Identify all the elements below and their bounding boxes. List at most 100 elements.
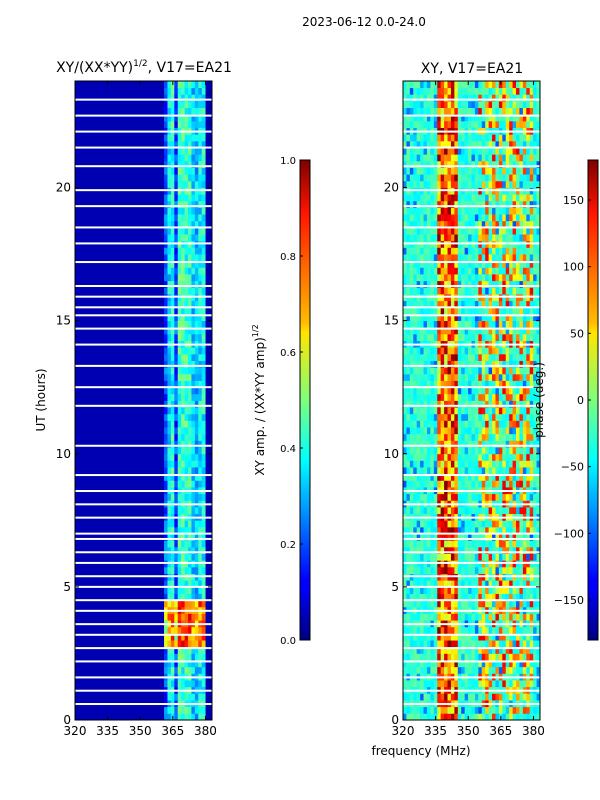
right-heatmap-cell (450, 646, 455, 654)
right-heatmap-cell (492, 633, 496, 641)
right-heatmap-cell (447, 320, 452, 328)
right-heatmap-cell (440, 107, 445, 115)
right-heatmap-cell (488, 546, 493, 554)
right-heatmap-cell (512, 160, 517, 168)
right-heatmap-cell (406, 600, 411, 608)
left-heatmap-cell (201, 646, 206, 654)
right-heatmap-cell (406, 593, 411, 601)
right-heatmap-cell (444, 227, 448, 235)
right-heatmap-cell (516, 207, 520, 215)
right-heatmap-cell (437, 373, 442, 381)
right-heatmap-cell (509, 360, 513, 368)
right-heatmap-cell (516, 274, 520, 282)
right-heatmap-cell (426, 640, 431, 648)
right-heatmap-cell (502, 347, 507, 355)
right-heatmap-cell (488, 467, 493, 475)
right-heatmap-cell (495, 666, 500, 674)
right-heatmap-cell (505, 147, 510, 155)
right-heatmap-cell (444, 540, 448, 548)
right-heatmap-cell (471, 107, 476, 115)
right-heatmap-cell (471, 367, 476, 375)
right-heatmap-cell (533, 600, 537, 608)
right-heatmap-cell (529, 507, 534, 515)
right-heatmap-cell (450, 453, 455, 461)
left-heatmap-cell (194, 453, 199, 461)
left-heatmap-cell (164, 274, 168, 282)
right-heatmap-cell (416, 380, 421, 388)
right-heatmap-cell (464, 114, 469, 122)
left-heatmap-cell (194, 373, 199, 381)
right-heatmap-cell (519, 473, 524, 481)
right-heatmap-cell (488, 447, 493, 455)
left-heatmap-cell (174, 200, 179, 208)
right-heatmap-cell (498, 254, 503, 262)
right-heatmap-cell (409, 267, 414, 275)
left-heatmap-cell (201, 407, 206, 415)
right-heatmap-cell (403, 713, 407, 721)
right-heatmap-cell (423, 167, 428, 175)
right-heatmap-cell (478, 600, 483, 608)
right-heatmap-cell (468, 693, 472, 701)
right-heatmap-cell (416, 180, 421, 188)
left-heatmap-cell (201, 353, 206, 361)
right-heatmap-cell (495, 427, 500, 435)
right-heatmap-cell (502, 154, 507, 162)
right-heatmap-cell (522, 433, 527, 441)
left-heatmap-cell (177, 200, 182, 208)
right-heatmap-cell (420, 473, 424, 481)
left-heatmap-cell (188, 586, 192, 594)
left-flagged-row (75, 609, 212, 612)
right-heatmap-cell (481, 120, 486, 128)
right-heatmap-cell (498, 94, 503, 102)
right-heatmap-cell (519, 360, 524, 368)
right-heatmap-cell (430, 274, 435, 282)
right-heatmap-cell (420, 140, 424, 148)
left-heatmap-cell (167, 413, 172, 421)
right-heatmap-cell (512, 274, 517, 282)
right-heatmap-cell (478, 407, 483, 415)
right-heatmap-cell (406, 680, 411, 688)
right-heatmap-cell (485, 194, 490, 202)
right-heatmap-cell (502, 520, 507, 528)
right-heatmap-cell (522, 333, 527, 341)
right-heatmap-cell (533, 666, 537, 674)
left-heatmap-cell (191, 300, 196, 308)
right-heatmap-cell (420, 400, 424, 408)
left-heatmap-cell (167, 174, 172, 182)
right-heatmap-cell (433, 633, 438, 641)
left-flagged-row (75, 575, 212, 578)
right-heatmap-cell (533, 353, 537, 361)
right-heatmap-cell (403, 493, 407, 501)
right-heatmap-cell (481, 433, 486, 441)
right-heatmap-cell (481, 626, 486, 634)
left-heatmap-cell (181, 347, 185, 355)
right-heatmap-cell (454, 613, 459, 621)
right-heatmap-cell (485, 134, 490, 142)
right-heatmap-cell (533, 540, 537, 548)
right-heatmap-cell (488, 633, 493, 641)
amp-colorbar: 0.00.20.40.60.81.0 XY amp. / (XX*YY amp)… (251, 156, 311, 647)
right-heatmap-cell (406, 207, 411, 215)
left-heatmap-cell (170, 507, 175, 515)
right-heatmap-cell (478, 540, 483, 548)
right-heatmap-cell (522, 327, 527, 335)
right-heatmap-cell (437, 87, 442, 95)
left-heatmap-cell (177, 526, 182, 535)
right-heatmap-cell (433, 120, 438, 128)
right-heatmap-cell (488, 214, 493, 222)
right-heatmap-cell (433, 114, 438, 122)
right-heatmap-cell (505, 274, 510, 282)
left-heatmap-cell (194, 653, 199, 661)
left-heatmap-cell (174, 94, 179, 102)
right-heatmap-cell (461, 493, 466, 501)
right-heatmap-cell (423, 140, 428, 148)
right-heatmap-cell (505, 660, 510, 668)
right-heatmap-cell (403, 413, 407, 421)
right-heatmap-cell (488, 94, 493, 102)
right-heatmap-cell (512, 200, 517, 208)
left-heatmap-cell (201, 100, 206, 109)
left-heatmap-cell (201, 160, 206, 168)
left-heatmap-cell (201, 267, 206, 275)
left-heatmap-cell (164, 453, 168, 461)
right-heatmap-cell (457, 400, 462, 408)
